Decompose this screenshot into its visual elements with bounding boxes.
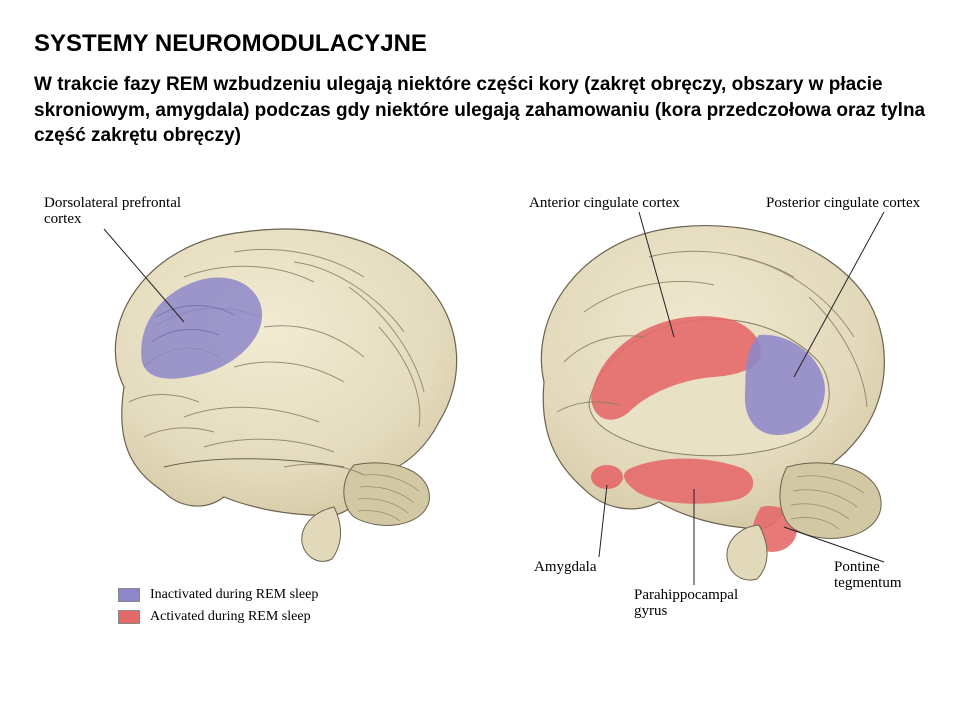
page-description: W trakcie fazy REM wzbudzeniu ulegają ni… [34, 72, 926, 149]
brain-lateral [104, 229, 457, 561]
figure-legend: Inactivated during REM sleep Activated d… [118, 587, 318, 625]
label-pontine: Pontine tegmentum [834, 559, 924, 592]
legend-label-inactivated: Inactivated during REM sleep [150, 587, 318, 603]
label-acc: Anterior cingulate cortex [529, 195, 709, 212]
swatch-activated [118, 610, 140, 624]
label-dlpfc: Dorsolateral prefrontal cortex [44, 195, 214, 228]
page-title: SYSTEMY NEUROMODULACYJNE [34, 30, 926, 58]
swatch-inactivated [118, 588, 140, 602]
legend-row-activated: Activated during REM sleep [118, 609, 318, 625]
legend-row-inactivated: Inactivated during REM sleep [118, 587, 318, 603]
brain-figure: Dorsolateral prefrontal cortex Anterior … [34, 167, 926, 637]
brain-medial [541, 212, 884, 585]
label-pcc: Posterior cingulate cortex [766, 195, 936, 212]
label-amygdala: Amygdala [534, 559, 596, 576]
label-parahippo: Parahippocampal gyrus [634, 587, 764, 620]
legend-label-activated: Activated during REM sleep [150, 609, 311, 625]
